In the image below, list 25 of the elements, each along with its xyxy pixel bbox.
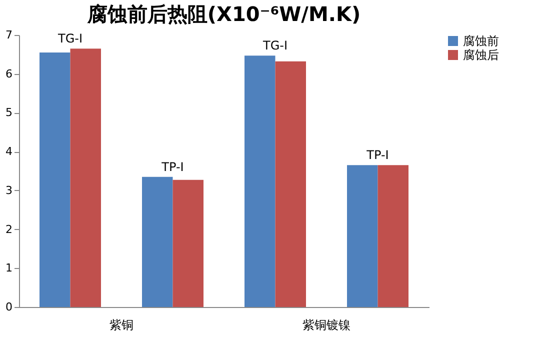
x-tick-label: TG-I <box>262 38 288 53</box>
bar <box>378 165 408 307</box>
y-tick-label: 3 <box>6 184 12 197</box>
bar <box>244 56 276 307</box>
y-tick-label: 0 <box>6 300 12 314</box>
bar <box>70 48 101 307</box>
text: 紫铜 <box>110 318 134 332</box>
y-tick-label: 5 <box>6 106 12 120</box>
bar <box>275 61 306 307</box>
legend-label: 腐蚀后 <box>463 48 499 62</box>
x-tick-label: TP-I <box>160 160 184 174</box>
y-tick-label: 2 <box>6 222 12 236</box>
y-tick-label: 4 <box>6 145 12 158</box>
x-tick-label: TG-I <box>57 32 82 46</box>
bar <box>142 176 173 307</box>
chart-title: 腐蚀前后热阻(X10⁻⁶W/M.K) <box>86 2 361 26</box>
bar <box>172 180 204 307</box>
y-tick-label: 7 <box>6 28 12 42</box>
legend-label: 腐蚀前 <box>463 34 499 48</box>
x-tick-label: TP-I <box>366 148 389 162</box>
y-tick-label: 6 <box>6 67 12 80</box>
bar <box>347 165 378 307</box>
bar <box>40 52 70 307</box>
text: 紫铜镀镍 <box>302 318 350 332</box>
y-tick-label: 1 <box>6 262 12 275</box>
